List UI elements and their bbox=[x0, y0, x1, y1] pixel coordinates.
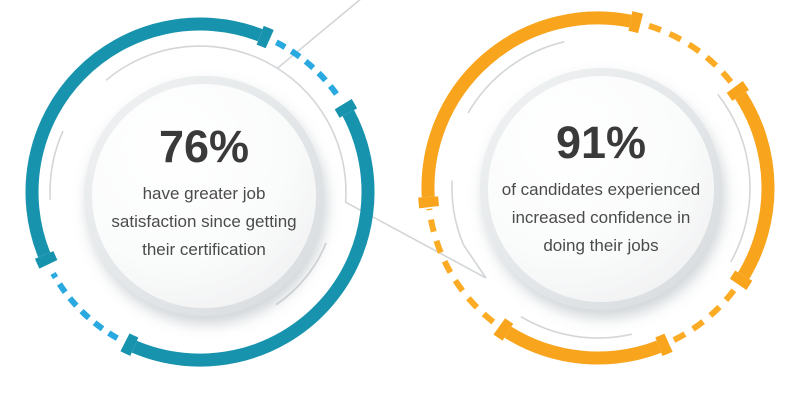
right-ring-dashed-arc-southeast bbox=[665, 288, 737, 347]
right-ring-end-cap-4 bbox=[729, 270, 753, 290]
right-ring-end-cap-6 bbox=[493, 318, 514, 341]
right-ring-solid-arc-top-left bbox=[421, 11, 632, 198]
stat-caption-left-line-3: their certification bbox=[142, 240, 266, 259]
left-pointer-line-top-right bbox=[276, 0, 361, 69]
left-ring-dashed-arc-bottom-left bbox=[50, 271, 119, 341]
stat-caption-right-line-3: doing their jobs bbox=[543, 236, 659, 255]
left-ring-end-cap-4 bbox=[34, 251, 58, 269]
right-ring-end-cap-2 bbox=[628, 11, 644, 34]
right-ring-dashed-arc-southwest bbox=[426, 208, 496, 325]
right-gray-arc-south bbox=[520, 315, 632, 339]
left-ring-solid-arc-right-bottom bbox=[131, 110, 375, 367]
gray-decor-group bbox=[49, 0, 751, 339]
right-gray-arc-east bbox=[717, 93, 751, 263]
right-ring-group bbox=[418, 11, 775, 365]
stat-caption-left-line-1: have greater job bbox=[142, 184, 266, 203]
right-ring-end-cap-3 bbox=[726, 80, 749, 101]
left-ring-end-cap-1 bbox=[256, 25, 274, 49]
left-gray-arc-west bbox=[49, 130, 64, 200]
right-disk bbox=[488, 76, 714, 302]
left-gray-arc-southeast bbox=[275, 242, 327, 306]
stat-caption-right-line-2: increased confidence in bbox=[511, 208, 691, 227]
right-inner-gray-ring-with-tail bbox=[451, 180, 487, 279]
stat-caption-right-line-1: of candidates experienced bbox=[501, 180, 701, 199]
stat-card-increased-confidence: 91% of candidates experienced increased … bbox=[458, 120, 744, 260]
stat-value-left: 76% bbox=[158, 121, 250, 172]
right-ring-solid-arc-east bbox=[735, 91, 775, 279]
stat-caption-left-line-2: satisfaction since getting bbox=[111, 212, 297, 231]
disk-group bbox=[84, 68, 722, 316]
left-inner-gray-ring-with-connector bbox=[105, 45, 487, 279]
left-ring-end-cap-3 bbox=[120, 333, 139, 356]
left-disk bbox=[92, 84, 316, 308]
right-ring-solid-arc-south bbox=[504, 326, 662, 365]
right-gray-arc-northwest bbox=[467, 41, 565, 114]
stat-value-right: 91% bbox=[555, 117, 647, 168]
stat-card-certification-satisfaction: 76% have greater job satisfaction since … bbox=[64, 124, 344, 264]
left-ring-end-cap-2 bbox=[334, 98, 358, 118]
right-ring-dashed-arc-top-right bbox=[648, 23, 737, 88]
left-ring-solid-arc-left-top bbox=[25, 17, 263, 258]
left-ring-dashed-arc-top-right bbox=[274, 39, 341, 99]
right-ring-end-cap-5 bbox=[655, 333, 673, 357]
left-ring-group bbox=[25, 17, 375, 367]
right-ring-end-cap-1 bbox=[418, 196, 440, 209]
